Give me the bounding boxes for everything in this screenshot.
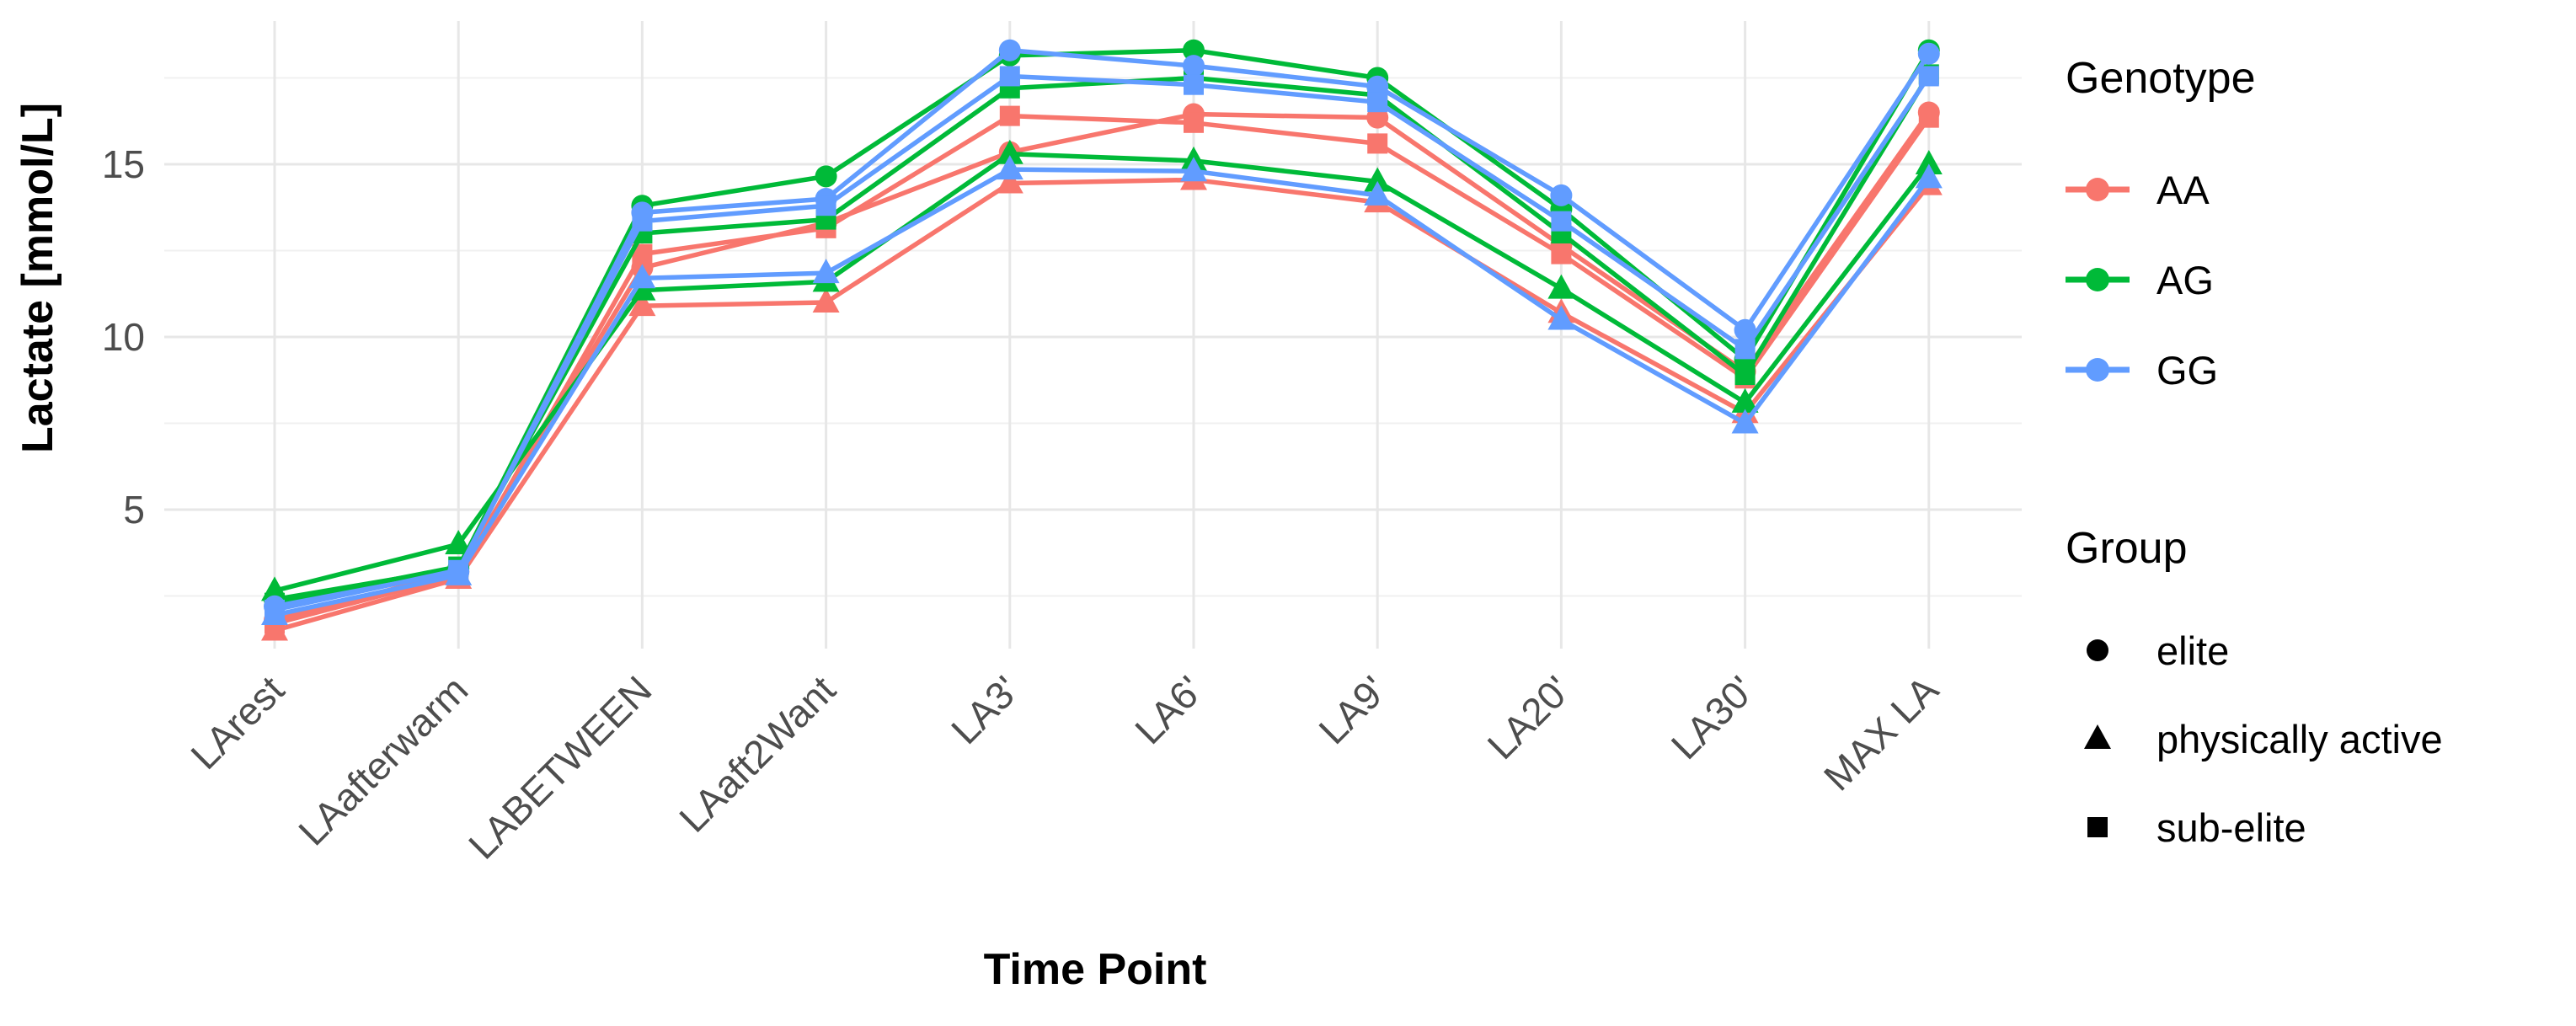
- legend-genotype-label-AA: AA: [2156, 168, 2210, 212]
- data-point-AG-physically-active-LA30': [1731, 387, 1759, 413]
- data-point-AA-sub-elite-LA6': [1184, 112, 1204, 133]
- x-tick-label-3: LAaft2Want: [671, 667, 844, 841]
- legend-shape-circle: [2087, 639, 2108, 661]
- data-point-GG-elite-LA6': [1183, 55, 1205, 77]
- legend-genotype-title: Genotype: [2066, 54, 2256, 103]
- series-line-AG-physically-active: [272, 151, 1932, 594]
- data-point-GG-physically-active-LA3': [996, 155, 1023, 180]
- data-point-AG-physically-active-LA20': [1547, 274, 1575, 299]
- data-point-AA-sub-elite-MAX LA: [1918, 107, 1939, 128]
- data-point-AG-sub-elite-LA30': [1734, 365, 1756, 386]
- data-point-GG-physically-active-LA20': [1547, 305, 1575, 330]
- legend-shape-triangle: [2084, 724, 2111, 749]
- data-point-AG-physically-active-LAafterwarm: [445, 530, 473, 554]
- x-tick-label-6: LA9': [1310, 667, 1395, 752]
- data-point-GG-sub-elite-LABETWEEN: [632, 211, 653, 232]
- data-point-AG-physically-active-LA9': [1364, 167, 1392, 192]
- data-point-GG-sub-elite-LA6': [1184, 74, 1204, 95]
- data-point-GG-sub-elite-LA3': [999, 66, 1020, 87]
- data-point-GG-physically-active-MAX LA: [1915, 163, 1943, 189]
- x-tick-label-0: LArest: [182, 667, 292, 778]
- data-point-GG-elite-LA30': [1734, 318, 1756, 341]
- series-line-AG-sub-elite: [272, 72, 1932, 606]
- series-line-GG-physically-active: [272, 167, 1932, 617]
- legend-genotype-item-AA: AA: [2066, 168, 2210, 212]
- x-axis-title: Time Point: [984, 945, 1207, 994]
- legend: Genotype AA AG GG Group elite physically ac…: [2066, 54, 2443, 850]
- data-point-AA-sub-elite-LA3': [999, 105, 1020, 126]
- data-point-GG-physically-active-LABETWEEN: [628, 264, 656, 289]
- legend-group-label-sub-elite: sub-elite: [2156, 805, 2306, 850]
- legend-shape-square: [2087, 817, 2108, 837]
- x-tick-label-4: LA3': [943, 667, 1028, 752]
- data-point-GG-physically-active-LArest: [261, 601, 288, 626]
- data-point-GG-physically-active-LA6': [1180, 157, 1207, 182]
- legend-circle-swatch-GG: [2086, 358, 2109, 382]
- data-point-GG-physically-active-LA9': [1364, 180, 1392, 206]
- data-point-GG-elite-MAX LA: [1917, 42, 1940, 65]
- x-tick-label-7: LA20': [1479, 667, 1579, 767]
- legend-group-item-physically-active: physically active: [2084, 717, 2443, 761]
- legend-genotype-item-AG: AG: [2066, 258, 2214, 302]
- data-point-GG-sub-elite-LA9': [1367, 92, 1388, 113]
- data-point-GG-sub-elite-LA20': [1551, 211, 1572, 232]
- data-point-AA-physically-active-LAaft2Want: [812, 288, 840, 313]
- data-point-GG-sub-elite-LAaft2Want: [815, 195, 836, 216]
- x-tick-label-9: MAX LA: [1815, 667, 1947, 799]
- y-tick-label-5: 5: [123, 488, 145, 532]
- data-point-GG-elite-LA3': [998, 39, 1021, 61]
- data-point-AG-elite-LA6': [1183, 39, 1205, 61]
- series-layer: [261, 39, 1943, 641]
- data-point-AA-physically-active-LABETWEEN: [628, 291, 656, 317]
- legend-group-items: elite physically active sub-elite: [2084, 628, 2443, 850]
- legend-genotype-label-AG: AG: [2156, 258, 2214, 302]
- data-point-AG-physically-active-LArest: [261, 576, 288, 601]
- legend-group-item-sub-elite: sub-elite: [2087, 805, 2306, 850]
- y-axis-title: Lactate [mmol/L]: [13, 103, 62, 453]
- legend-genotype-label-GG: GG: [2156, 348, 2218, 393]
- data-point-GG-sub-elite-MAX LA: [1918, 66, 1939, 87]
- series-line-AA-sub-elite: [272, 113, 1932, 627]
- series-line-GG-sub-elite: [272, 73, 1932, 612]
- series-line-AA-elite: [272, 110, 1932, 623]
- legend-genotype-items: AA AG GG: [2066, 168, 2218, 393]
- data-point-AA-sub-elite-LA20': [1551, 243, 1572, 265]
- y-tick-label-10: 10: [102, 315, 145, 359]
- data-point-GG-elite-LA20': [1550, 184, 1573, 206]
- x-tick-label-2: LABETWEEN: [460, 667, 660, 867]
- x-tick-label-1: LAafterwarm: [290, 667, 476, 853]
- data-point-GG-physically-active-LA30': [1731, 409, 1759, 434]
- data-point-AG-physically-active-MAX LA: [1915, 150, 1943, 174]
- legend-group-item-elite: elite: [2087, 628, 2229, 673]
- data-point-AA-physically-active-LArest: [261, 616, 288, 641]
- data-point-GG-sub-elite-LA30': [1734, 339, 1756, 360]
- legend-group-title: Group: [2066, 524, 2188, 573]
- x-tick-label-5: LA6': [1126, 667, 1211, 752]
- x-tick-label-8: LA30': [1663, 667, 1763, 767]
- legend-genotype-item-GG: GG: [2066, 348, 2218, 393]
- legend-circle-swatch-AA: [2086, 178, 2109, 201]
- data-point-AG-physically-active-LA3': [996, 139, 1023, 164]
- legend-circle-swatch-AG: [2086, 268, 2109, 291]
- data-point-AA-sub-elite-LA9': [1367, 133, 1388, 154]
- legend-group-label-physically-active: physically active: [2156, 717, 2443, 761]
- data-point-GG-physically-active-LAaft2Want: [812, 259, 840, 284]
- data-point-AA-physically-active-LA3': [996, 168, 1023, 194]
- legend-group-label-elite: elite: [2156, 628, 2229, 673]
- series-line-AA-physically-active: [272, 177, 1932, 633]
- data-point-GG-physically-active-LAafterwarm: [445, 560, 473, 585]
- y-axis: 5 10 15: [102, 142, 145, 532]
- y-tick-label-15: 15: [102, 142, 145, 186]
- data-point-AG-elite-LAaft2Want: [815, 165, 837, 188]
